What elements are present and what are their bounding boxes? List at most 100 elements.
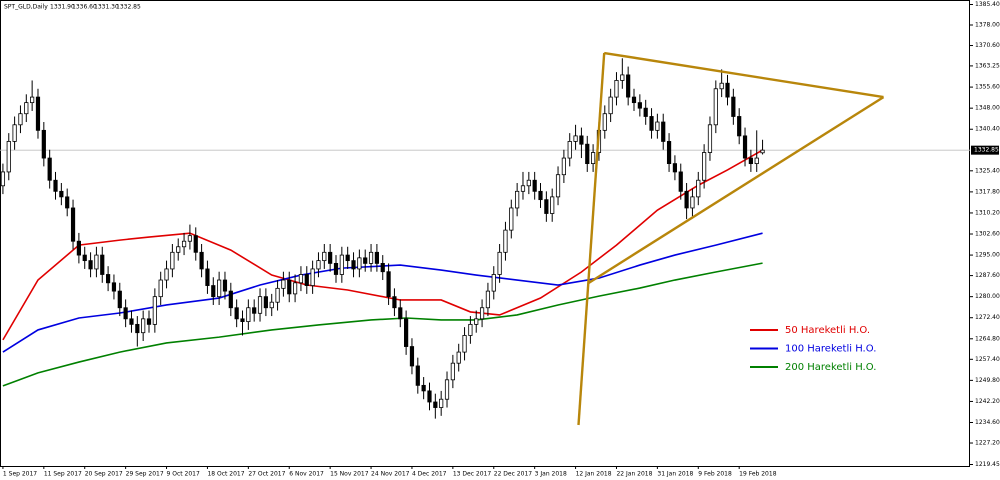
candle-body [433, 401, 438, 408]
candle-body [374, 251, 379, 264]
candle-body [217, 279, 222, 298]
ohlc-value: 1331.90 [50, 4, 75, 11]
ohlc-value: 1336.60 [72, 4, 97, 11]
x-tick-label: 22 Dec 2017 [494, 471, 533, 478]
candle-body [696, 179, 701, 198]
candle-body [526, 179, 531, 187]
ohlc-value: 1331.30 [94, 4, 119, 11]
candle-body [41, 129, 46, 159]
candle-body [713, 88, 718, 126]
legend-label: 50 Hareketli H.O. [785, 325, 870, 336]
candle-body [520, 185, 526, 192]
x-tick-label: 18 Oct 2017 [207, 471, 244, 478]
candle-body [380, 262, 385, 273]
y-tick-label: 1370.60 [975, 42, 1000, 49]
y-tick-label: 1317.80 [975, 188, 1000, 195]
legend: 50 Hareketli H.O. 100 Hareketli H.O. 200 H… [750, 325, 876, 373]
candle-body [193, 235, 198, 253]
y-tick-label: 1295.00 [975, 252, 1000, 259]
candle-body [602, 113, 607, 131]
legend-label: 100 Hareketli H.O. [785, 344, 876, 355]
candle-body [409, 346, 415, 367]
x-tick-label: 29 Sep 2017 [126, 471, 164, 478]
candle-body [351, 260, 356, 270]
candle-body [614, 80, 619, 98]
y-tick-label: 1385.40 [975, 1, 1000, 8]
candle-body [386, 271, 391, 298]
x-tick-label: 1 Sep 2017 [3, 471, 37, 478]
candle-body [176, 246, 181, 253]
candle-body [199, 251, 204, 270]
candle-body [678, 171, 683, 192]
candle-body [234, 307, 239, 320]
candle-body [187, 235, 193, 242]
candle-body [392, 296, 397, 309]
candle-body [643, 107, 648, 117]
candle-body [106, 274, 111, 284]
candle-body [748, 157, 753, 165]
y-tick-label: 1227.20 [975, 440, 1000, 447]
chart-title: SPT_GLD,Daily [4, 4, 48, 11]
candle-body [123, 307, 128, 320]
candle-body [269, 301, 274, 309]
candle-body [76, 240, 81, 256]
candle-body [544, 199, 549, 214]
candle-body [462, 335, 467, 353]
x-tick-label: 27 Oct 2017 [248, 471, 285, 478]
candle-body [12, 124, 17, 142]
plot [0, 51, 970, 426]
candle-body [65, 196, 70, 209]
candle-body [573, 135, 578, 142]
candle-body [257, 296, 263, 314]
candle-body [135, 323, 140, 334]
y-tick-label: 1249.80 [975, 377, 1000, 384]
candle-body [228, 290, 233, 309]
ohlc-value: 1332.85 [116, 4, 141, 11]
candle-body [725, 82, 730, 98]
candle-body [509, 207, 514, 231]
candle-body [672, 163, 678, 173]
candle-body [415, 365, 420, 386]
candle-body [637, 102, 642, 109]
candle-body [263, 296, 268, 309]
candle-body [404, 318, 409, 347]
candle-body [88, 260, 93, 270]
candle-body [702, 152, 707, 181]
candle-body [631, 96, 637, 104]
candle-body [439, 398, 444, 408]
candle-body [421, 384, 426, 392]
candle-body [666, 141, 672, 165]
candle-body [690, 196, 695, 209]
current-price-box [971, 145, 999, 155]
x-tick-label: 31 Jan 2018 [657, 471, 693, 478]
candle-body [70, 207, 76, 242]
candle-body [252, 307, 257, 314]
candle-body [515, 190, 520, 209]
candle-body [170, 251, 175, 270]
y-tick-label: 1355.60 [975, 84, 1000, 91]
candle-body [626, 74, 631, 98]
x-tick-label: 4 Dec 2017 [412, 471, 447, 478]
candle-body [339, 254, 344, 275]
x-tick-label: 19 Feb 2018 [739, 471, 777, 478]
x-tick-label: 20 Sep 2017 [85, 471, 123, 478]
candle-body [538, 190, 543, 201]
candle-body [164, 268, 169, 281]
x-tick-label: 13 Dec 2017 [453, 471, 492, 478]
candle-body [427, 390, 432, 403]
x-tick-label: 12 Jan 2018 [576, 471, 612, 478]
x-tick-label: 6 Nov 2017 [289, 471, 324, 478]
candle-body [561, 157, 566, 176]
candle-body [152, 296, 157, 325]
candle-body [532, 179, 537, 192]
candle-body [316, 260, 321, 270]
candle-body [111, 282, 117, 292]
candle-body [468, 323, 473, 336]
current-price-label: 1332.85 [974, 147, 999, 154]
y-tick-label: 1242.20 [975, 398, 1000, 405]
trendline [604, 51, 884, 99]
candle-body [24, 102, 29, 115]
candle-body [760, 149, 765, 154]
candle-body [398, 307, 403, 320]
